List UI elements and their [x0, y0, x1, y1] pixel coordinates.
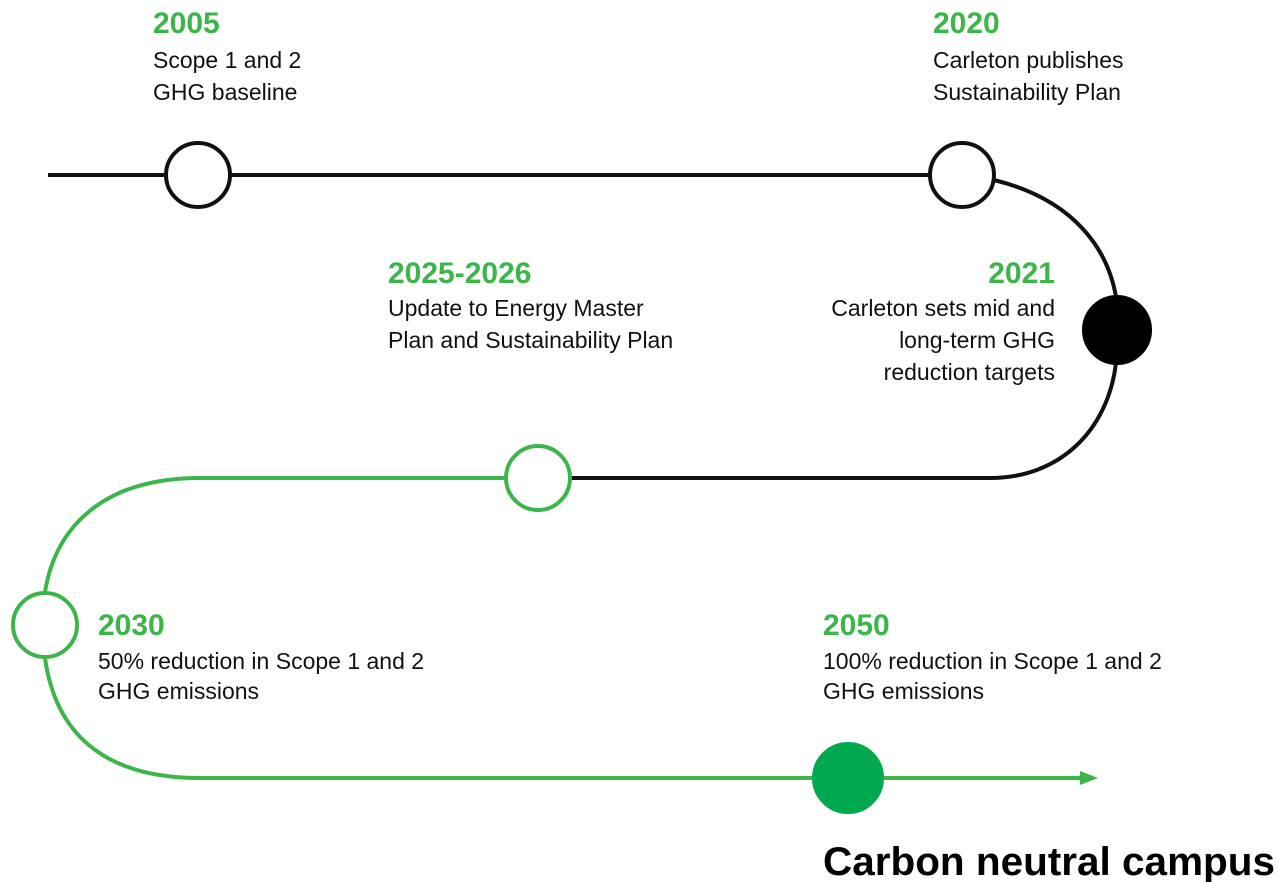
milestone-text: Carleton publishes: [933, 47, 1124, 73]
node: [812, 742, 884, 814]
track-segment: [993, 178, 1118, 298]
milestone-text: Scope 1 and 2: [153, 47, 301, 73]
milestone-year: 2020: [933, 7, 1000, 40]
milestone-year: 2030: [98, 609, 165, 642]
milestone-text: Carleton sets mid and: [831, 295, 1055, 321]
track-segment: [43, 657, 1082, 780]
milestone-text: 50% reduction in Scope 1 and 2: [98, 648, 424, 674]
milestone-text: GHG emissions: [823, 678, 984, 704]
milestone-year: 2021: [988, 257, 1055, 290]
milestone-year: 2050: [823, 609, 890, 642]
node: [164, 141, 232, 209]
node: [1082, 295, 1152, 365]
milestone-text: Sustainability Plan: [933, 79, 1121, 105]
node: [504, 444, 572, 512]
arrow-head: [1080, 771, 1098, 785]
milestone-text: long-term GHG: [899, 327, 1055, 353]
milestone-year: 2005: [153, 7, 220, 40]
milestone-text: reduction targets: [884, 359, 1055, 385]
track: [43, 173, 1118, 785]
milestone-text: Plan and Sustainability Plan: [388, 327, 673, 353]
milestone-text: GHG emissions: [98, 678, 259, 704]
node: [11, 591, 79, 659]
track-segment: [43, 476, 505, 593]
milestone-year: 2025-2026: [388, 257, 531, 290]
milestone-text: 100% reduction in Scope 1 and 2: [823, 648, 1162, 674]
node: [928, 141, 996, 209]
track-segment: [571, 362, 1118, 480]
final-label: Carbon neutral campus: [823, 840, 1275, 882]
milestone-text: GHG baseline: [153, 79, 297, 105]
milestone-text: Update to Energy Master: [388, 295, 644, 321]
nodes: [11, 141, 1152, 814]
